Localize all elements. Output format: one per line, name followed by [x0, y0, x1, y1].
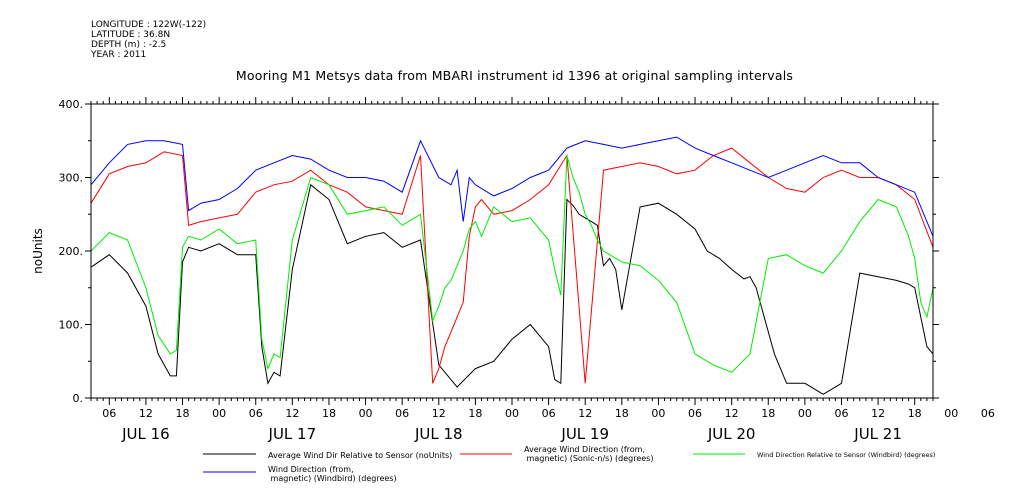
- x-tick-label: 06: [249, 407, 263, 420]
- x-tick-label: 18: [908, 407, 922, 420]
- x-tick-label: 18: [176, 407, 190, 420]
- day-label: JUL 18: [414, 425, 463, 443]
- y-tick-label: 200.: [59, 245, 84, 258]
- day-label: JUL 17: [268, 425, 317, 443]
- series-line-2: [90, 147, 934, 384]
- x-tick-label: 06: [542, 407, 556, 420]
- x-tick-label: 12: [285, 407, 299, 420]
- x-tick-label: 12: [725, 407, 739, 420]
- y-tick-label: 300.: [59, 172, 84, 185]
- chart-title: Mooring M1 Metsys data from MBARI instru…: [235, 68, 794, 83]
- x-tick-label: 12: [432, 407, 446, 420]
- x-tick-label: 18: [322, 407, 336, 420]
- x-tick-label: 18: [468, 407, 482, 420]
- x-tick-label: 06: [834, 407, 848, 420]
- x-tick-label: 18: [761, 407, 775, 420]
- legend-label-3: Wind Direction Relative to Sensor (Windb…: [757, 451, 935, 459]
- series-line-4: [90, 136, 934, 237]
- latitude-text: LATITUDE : 36.8N: [91, 30, 171, 40]
- x-tick-label: 00: [505, 407, 519, 420]
- x-tick-label: 00: [798, 407, 812, 420]
- legend-label-4: Wind Direction (from, magnetic) (Windbir…: [268, 465, 397, 483]
- year-text: YEAR : 2011: [91, 50, 147, 60]
- day-label: JUL 16: [121, 425, 170, 443]
- y-tick-label: 0.: [73, 392, 84, 405]
- y-tick-label: 400.: [59, 98, 84, 111]
- longitude-text: LONGITUDE : 122W(-122): [91, 20, 207, 30]
- plot-frame: [90, 103, 934, 399]
- series-line-1: [90, 183, 934, 395]
- day-label: JUL 19: [560, 425, 609, 443]
- x-tick-label: 12: [871, 407, 885, 420]
- series-line-3: [90, 155, 934, 373]
- x-tick-label: 00: [944, 407, 958, 420]
- legend-label-1: Average Wind Dir Relative to Sensor (noU…: [268, 451, 452, 460]
- x-tick-label: 18: [615, 407, 629, 420]
- y-tick-label: 100.: [59, 319, 84, 332]
- x-tick-label: 06: [102, 407, 116, 420]
- x-tick-label: 00: [651, 407, 665, 420]
- x-tick-label: 06: [981, 407, 995, 420]
- x-tick-label: 06: [395, 407, 409, 420]
- depth-text: DEPTH (m) : -2.5: [91, 40, 167, 50]
- x-tick-label: 06: [688, 407, 702, 420]
- metadata-block: LONGITUDE : 122W(-122) LATITUDE : 36.8N …: [91, 20, 206, 60]
- legend-label-2: Average Wind Direction (from, magnetic) …: [524, 445, 653, 463]
- day-label: JUL 20: [707, 425, 756, 443]
- y-axis-label: noUnits: [31, 228, 45, 274]
- x-tick-label: 00: [359, 407, 373, 420]
- x-tick-label: 00: [212, 407, 226, 420]
- x-tick-label: 12: [578, 407, 592, 420]
- x-tick-label: 12: [139, 407, 153, 420]
- day-label: JUL 21: [853, 425, 902, 443]
